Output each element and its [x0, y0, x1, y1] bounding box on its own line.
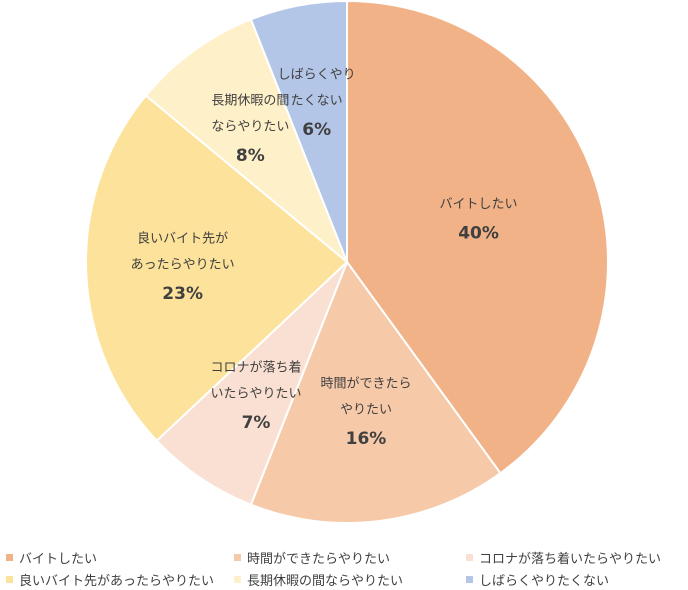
legend-swatch [234, 554, 241, 561]
slice-value-label: 16% [346, 429, 387, 449]
slice-label: 良いバイト先が [137, 231, 228, 247]
slice-label: あったらやりたい [131, 258, 235, 273]
slice-value-label: 23% [162, 284, 203, 304]
slice-label: コロナが落ち着 [211, 359, 302, 375]
legend-item: 時間ができたらやりたい [234, 548, 390, 567]
legend-item: 良いバイト先があったらやりたい [6, 570, 214, 589]
legend-label: 時間ができたらやりたい [247, 552, 391, 567]
pie-slices [85, 0, 609, 524]
slice-label: 時間ができたら [320, 377, 411, 392]
legend-item: バイトしたい [6, 548, 97, 567]
legend-swatch [6, 554, 13, 561]
legend-item: コロナが落ち着いたらやりたい [466, 548, 661, 567]
slice-label: いたらやりたい [211, 386, 302, 401]
pie-slice [155, 261, 348, 506]
legend-label: 良いバイト先があったらやりたい [19, 574, 215, 589]
slice-value-label: 7% [242, 413, 271, 433]
legend-swatch [234, 576, 241, 583]
slice-label: やりたい [340, 403, 392, 418]
legend-item: 長期休暇の間ならやりたい [234, 570, 403, 589]
slice-value-label: 8% [236, 146, 265, 166]
slice-label: ならやりたい [211, 119, 289, 134]
pie-slice [144, 18, 348, 263]
slice-label: しばらくやり [278, 68, 356, 83]
legend-label: しばらくやりたくない [479, 574, 610, 589]
legend-swatch [6, 576, 13, 583]
pie-slice [249, 259, 502, 524]
pie-labels: バイトしたい 40% 時間ができたらやりたい 16% コロナが落ち着いたらやりたい 7% 良… [131, 68, 518, 450]
pie-slice [85, 94, 349, 443]
pie-slice [249, 0, 348, 263]
legend-label: 長期休暇の間ならやりたい [247, 574, 404, 589]
legend-item: しばらくやりたくない [466, 570, 609, 589]
legend-swatch [466, 554, 473, 561]
slice-label: たくない [291, 94, 343, 109]
legend-label: バイトしたい [19, 552, 98, 567]
slice-label: バイトしたい [440, 197, 518, 212]
slice-value-label: 6% [302, 120, 331, 140]
slice-label: 長期休暇の間 [211, 93, 289, 108]
pie-slice [346, 0, 609, 475]
legend-label: コロナが落ち着いたらやりたい [479, 552, 662, 567]
legend-swatch [466, 576, 473, 583]
slice-value-label: 40% [458, 223, 499, 243]
